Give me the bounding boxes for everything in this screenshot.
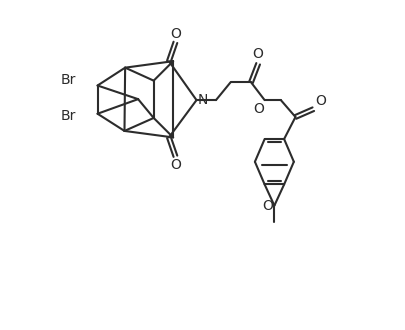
Text: O: O [252, 102, 263, 116]
Text: O: O [170, 27, 180, 41]
Text: O: O [170, 158, 180, 172]
Text: Br: Br [61, 73, 76, 87]
Text: O: O [252, 47, 263, 61]
Text: O: O [262, 199, 273, 213]
Text: Br: Br [61, 109, 76, 123]
Text: N: N [197, 93, 207, 107]
Text: O: O [314, 94, 325, 108]
